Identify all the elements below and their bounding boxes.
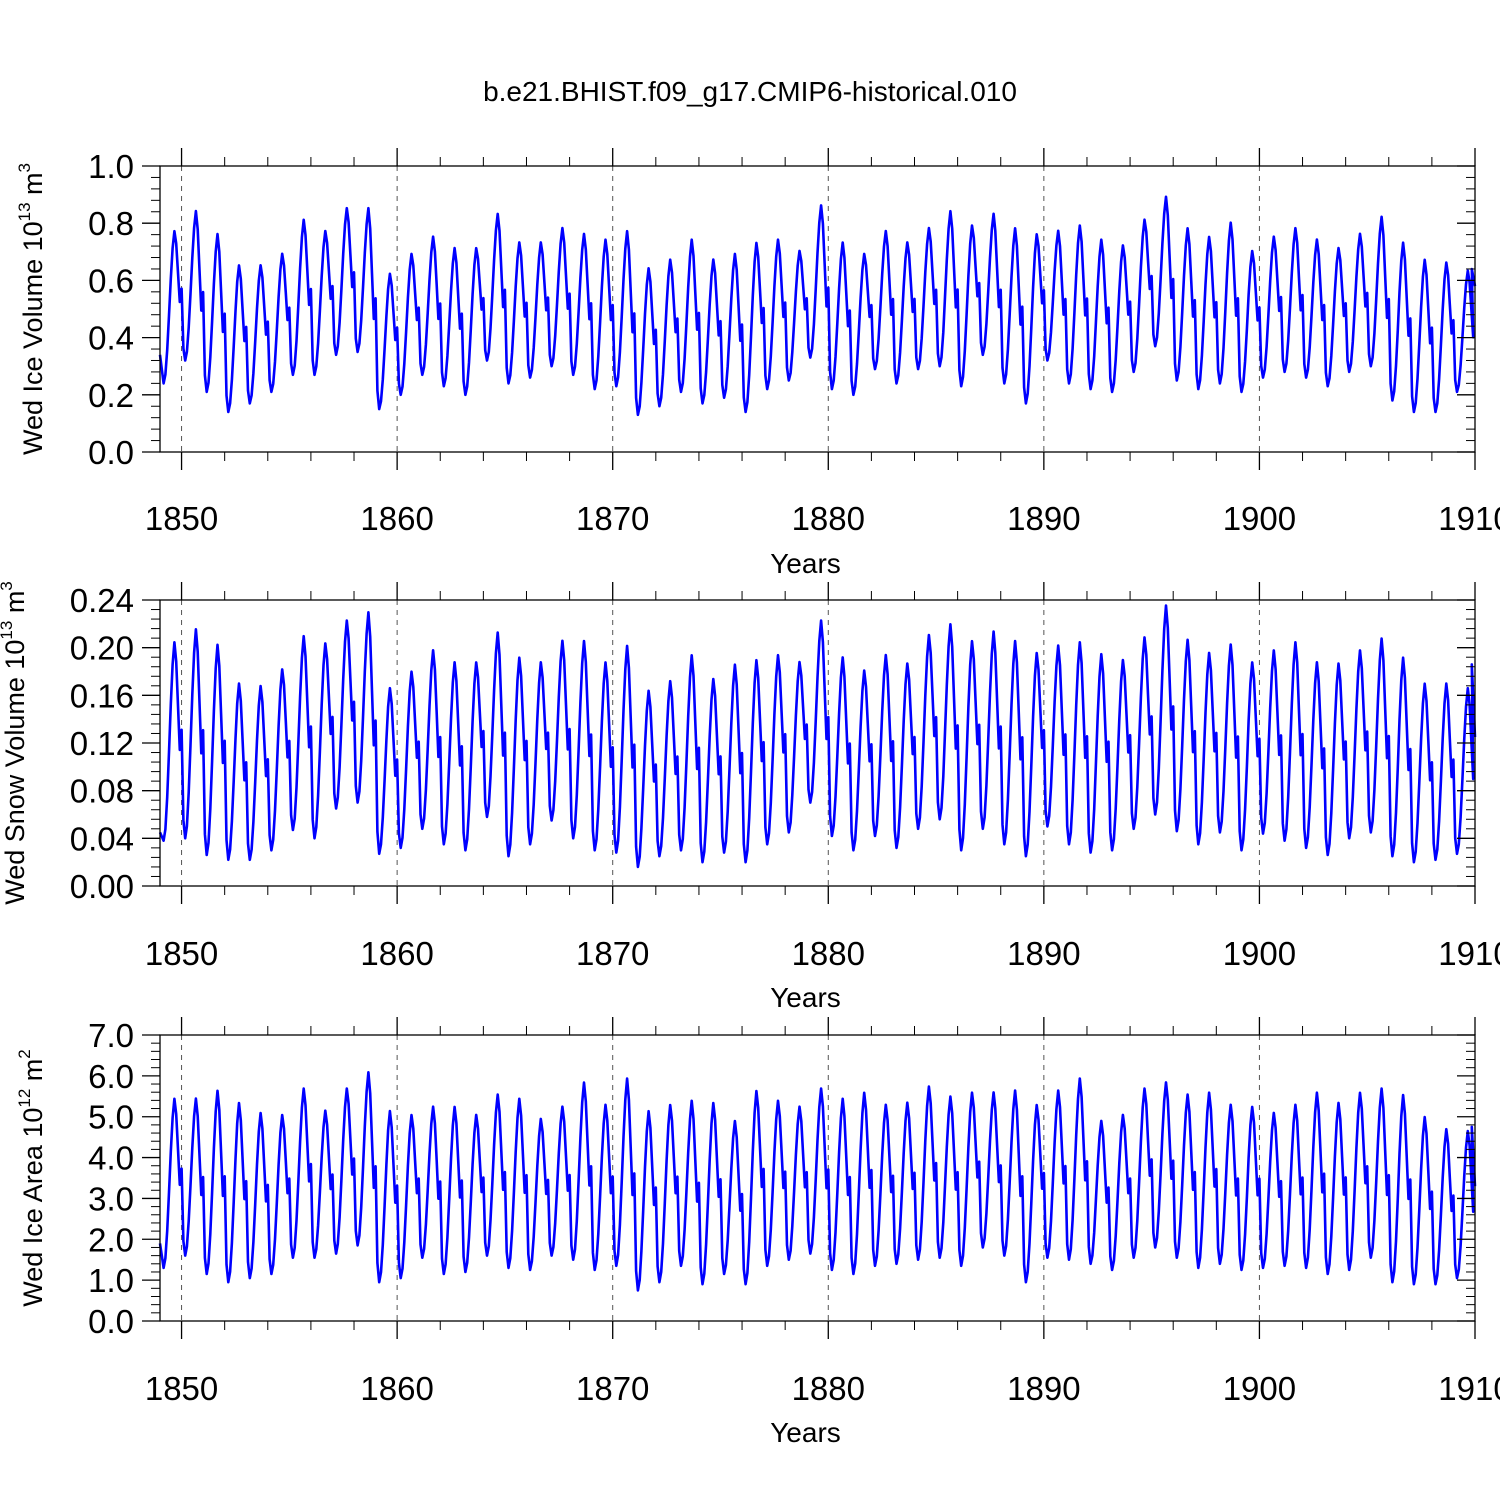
y-axis-label: Wed Ice Volume 1013 m3 xyxy=(15,163,48,455)
x-tick-label: 1870 xyxy=(576,1370,649,1407)
series-line xyxy=(158,604,1477,869)
y-tick-label: 7.0 xyxy=(88,1017,134,1054)
x-tick-label: 1880 xyxy=(792,935,865,972)
x-tick-label: 1860 xyxy=(360,500,433,537)
y-tick-label: 0.12 xyxy=(70,725,134,762)
y-tick-label: 1.0 xyxy=(88,1262,134,1299)
y-axis-label: Wed Snow Volume 1013 m3 xyxy=(0,581,30,905)
y-axis-label: Wed Ice Area 1012 m2 xyxy=(15,1049,48,1307)
y-tick-label: 3.0 xyxy=(88,1180,134,1217)
x-axis-label: Years xyxy=(770,982,841,1013)
x-tick-label: 1900 xyxy=(1223,935,1296,972)
x-tick-label: 1860 xyxy=(360,935,433,972)
y-tick-label: 0.6 xyxy=(88,262,134,299)
y-tick-label: 2.0 xyxy=(88,1221,134,1258)
x-tick-label: 1850 xyxy=(145,500,218,537)
y-tick-label: 0.16 xyxy=(70,677,134,714)
y-tick-label: 0.4 xyxy=(88,320,134,357)
x-tick-label: 1890 xyxy=(1007,500,1080,537)
x-tick-label: 1880 xyxy=(792,1370,865,1407)
y-tick-label: 0.0 xyxy=(88,1303,134,1340)
figure-title: b.e21.BHIST.f09_g17.CMIP6-historical.010 xyxy=(483,76,1017,107)
x-tick-label: 1900 xyxy=(1223,1370,1296,1407)
x-tick-label: 1850 xyxy=(145,935,218,972)
x-axis-label: Years xyxy=(770,1417,841,1448)
y-tick-label: 0.20 xyxy=(70,630,134,667)
plot-frame xyxy=(159,1034,1476,1322)
y-tick-label: 4.0 xyxy=(88,1140,134,1177)
x-tick-label: 1870 xyxy=(576,500,649,537)
x-tick-label: 1890 xyxy=(1007,1370,1080,1407)
x-tick-label: 1860 xyxy=(360,1370,433,1407)
y-tick-label: 0.08 xyxy=(70,773,134,810)
y-tick-label: 1.0 xyxy=(88,148,134,185)
y-tick-label: 0.04 xyxy=(70,820,134,857)
y-tick-label: 0.24 xyxy=(70,582,134,619)
y-tick-label: 5.0 xyxy=(88,1099,134,1136)
y-tick-label: 6.0 xyxy=(88,1058,134,1095)
x-tick-label: 1870 xyxy=(576,935,649,972)
plot-frame xyxy=(159,165,1476,453)
x-tick-label: 1880 xyxy=(792,500,865,537)
y-tick-label: 0.0 xyxy=(88,434,134,471)
x-axis-label: Years xyxy=(770,548,841,579)
y-tick-label: 0.2 xyxy=(88,377,134,414)
series-line xyxy=(158,1071,1477,1292)
series-line xyxy=(158,195,1477,417)
x-tick-label: 1900 xyxy=(1223,500,1296,537)
y-tick-label: 0.00 xyxy=(70,868,134,905)
x-tick-label: 1890 xyxy=(1007,935,1080,972)
y-tick-label: 0.8 xyxy=(88,205,134,242)
x-tick-label: 1850 xyxy=(145,1370,218,1407)
